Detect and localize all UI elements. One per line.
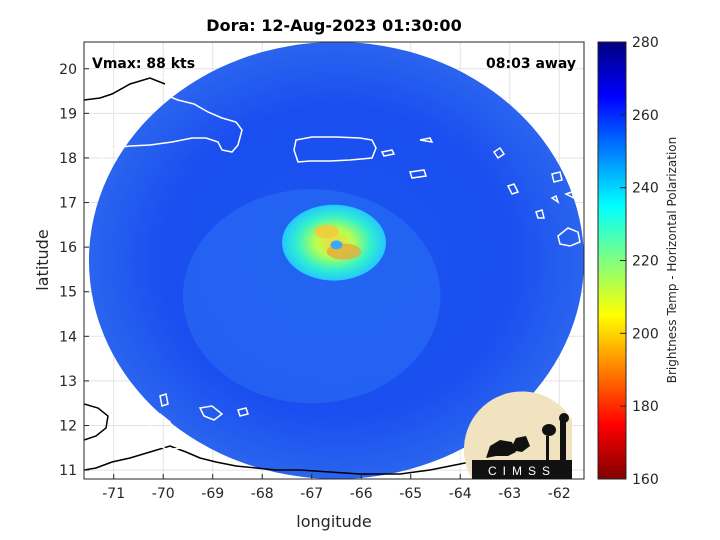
x-tick-label: -64: [449, 486, 472, 502]
time-away-annotation: 08:03 away: [486, 56, 576, 72]
colorbar-tick-label: 200: [632, 326, 659, 342]
x-tick-label: -62: [548, 486, 571, 502]
logo-band: [472, 460, 572, 479]
y-tick-label: 11: [59, 463, 77, 479]
colorbar-tick-label: 240: [632, 181, 659, 197]
coastline-puerto-rico: [293, 136, 377, 163]
x-tick-label: -68: [251, 486, 274, 502]
dish-left-icon: [486, 440, 516, 458]
axes-frame: [83, 41, 585, 480]
coastline-virgin-islands: [380, 137, 434, 179]
coastline-peninsula: [149, 413, 181, 451]
x-tick-label: -71: [102, 486, 125, 502]
colorbar-tick-label: 180: [632, 399, 659, 415]
storm-eye: [330, 240, 343, 250]
y-tick-label: 16: [59, 240, 77, 256]
x-tick-label: -65: [399, 486, 422, 502]
logo-text: CIMSS: [488, 464, 556, 478]
x-tick-label: -69: [201, 486, 224, 502]
x-axis-label: longitude: [296, 512, 371, 531]
colorbar-label: Brightness Temp - Horizontal Polarizatio…: [665, 137, 679, 384]
y-tick-label: 17: [59, 196, 77, 212]
coastline-lesser-antilles: [492, 146, 581, 247]
chart-title: Dora: 12-Aug-2023 01:30:00: [206, 16, 461, 35]
vmax-annotation: Vmax: 88 kts: [92, 56, 195, 72]
y-tick-label: 19: [59, 106, 77, 122]
x-tick-label: -70: [152, 486, 175, 502]
colorbar-tick-label: 260: [632, 108, 659, 124]
tower-top-icon: [559, 413, 569, 423]
coastline-islands-south: [159, 393, 249, 421]
x-tick-label: -63: [498, 486, 521, 502]
y-tick-label: 20: [59, 62, 77, 78]
storm-eyewall-north: [314, 224, 339, 239]
building-icon: [560, 420, 566, 460]
colorbar-tick-label: 280: [632, 35, 659, 51]
swath-layer: [88, 42, 584, 479]
y-tick-label: 14: [59, 329, 77, 345]
y-axis-label: latitude: [33, 229, 52, 290]
x-tick-label: -67: [300, 486, 323, 502]
coastline-hispaniola-west: [84, 77, 166, 101]
y-tick-label: 12: [59, 418, 77, 434]
coastlines: [84, 75, 581, 475]
logo-backdrop: [463, 391, 572, 479]
coastline-south-america: [84, 403, 471, 475]
y-tick-label: 13: [59, 374, 77, 390]
x-tick-label: -66: [350, 486, 373, 502]
cimss-logo: CIMSS: [463, 391, 572, 479]
water-tower-icon: [542, 424, 556, 436]
dish-right-icon: [510, 436, 530, 452]
colorbar-tick-label: 220: [632, 254, 659, 270]
y-tick-label: 15: [59, 285, 77, 301]
tower-leg-icon: [546, 436, 549, 460]
y-tick-label: 18: [59, 151, 77, 167]
colorbar-tick-label: 160: [632, 472, 659, 488]
coastline-hispaniola: [87, 75, 243, 179]
